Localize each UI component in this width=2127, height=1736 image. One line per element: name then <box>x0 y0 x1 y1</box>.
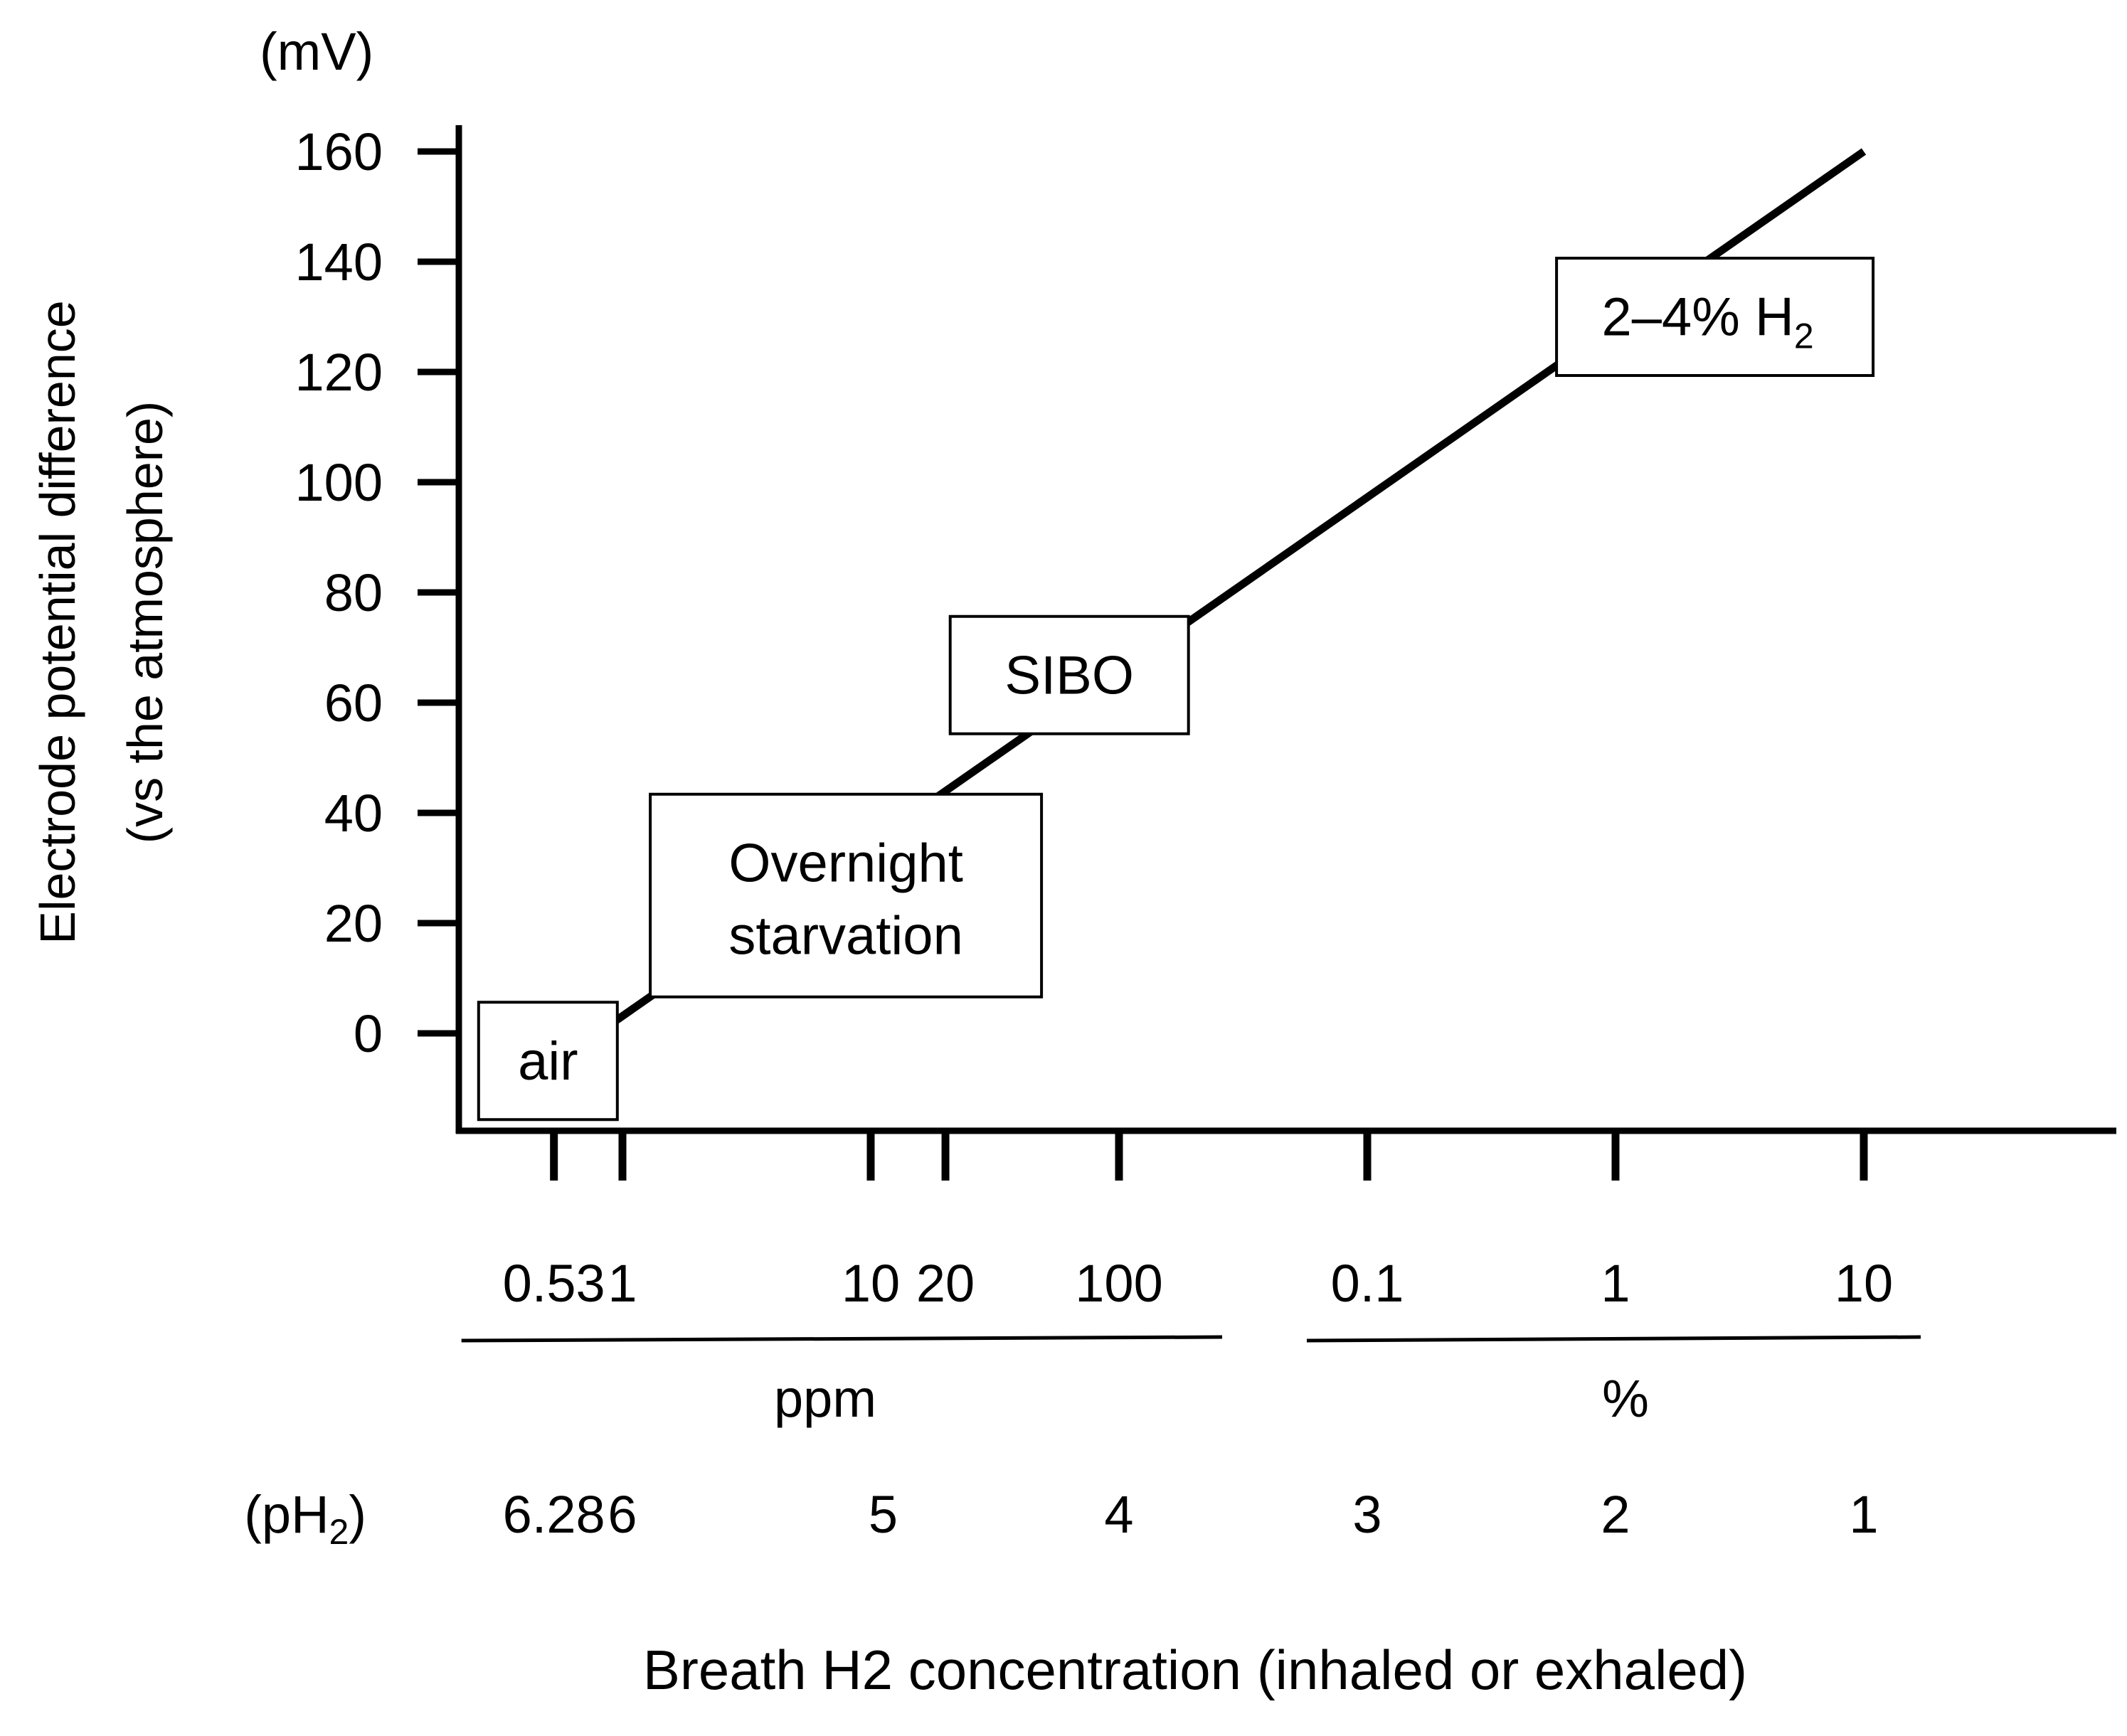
ph2-value: 4 <box>1104 1485 1133 1544</box>
y-tick-label: 80 <box>324 563 383 622</box>
x-axis-title: Breath H2 concentration (inhaled or exha… <box>643 1639 1747 1701</box>
ph2-value: 3 <box>1352 1485 1381 1544</box>
annotation-box: Overnight starvation <box>649 792 1044 999</box>
ph2-value: 6 <box>608 1485 637 1544</box>
x-axis: 0.53 1 10 20 100 0.1 1 10 <box>456 1127 2116 1313</box>
annotation-box: 2–4% H2 <box>1555 257 1875 377</box>
ph2-value: 5 <box>869 1485 898 1544</box>
x-tick-label: 10 <box>842 1254 900 1313</box>
y-tick-label: 120 <box>295 343 383 402</box>
y-axis-title-line2: (vs the atmosphere) <box>117 401 173 843</box>
unit-group-line <box>461 1335 1223 1343</box>
annotations: air Overnight starvation SIBO 2–4% H2 <box>477 257 1875 1122</box>
unit-group-label: % <box>1602 1369 1649 1428</box>
y-tick-label: 20 <box>324 894 383 953</box>
y-tick-label: 0 <box>354 1004 383 1063</box>
x-tick-label: 100 <box>1075 1254 1162 1313</box>
annotation-label: starvation <box>728 905 963 966</box>
unit-group-line <box>1306 1335 1921 1343</box>
y-axis-title-line1: Electrode potential difference <box>30 300 85 944</box>
x-tick-label: 10 <box>1835 1254 1893 1313</box>
y-tick-label: 100 <box>295 453 383 512</box>
x-tick-label: 20 <box>916 1254 975 1313</box>
annotation-box: SIBO <box>948 614 1190 735</box>
annotation-label: 2–4% H2 <box>1601 287 1813 356</box>
x-tick-label: 0.53 <box>503 1254 605 1313</box>
y-unit-label: (mV) <box>260 22 373 81</box>
y-tick-label: 160 <box>295 122 383 181</box>
x-tick-label: 0.1 <box>1331 1254 1404 1313</box>
x-tick-label: 1 <box>608 1254 637 1313</box>
annotation-label: SIBO <box>1004 645 1134 705</box>
y-tick-label: 60 <box>324 673 383 733</box>
ph2-row-label: (pH2) <box>244 1485 366 1552</box>
annotation-label: air <box>518 1031 578 1092</box>
unit-group-label: ppm <box>774 1369 876 1428</box>
y-tick-label: 140 <box>295 233 383 292</box>
x-tick-label: 1 <box>1601 1254 1630 1313</box>
ph2-value: 6.28 <box>503 1485 605 1544</box>
y-tick-label: 40 <box>324 784 383 843</box>
ph2-value: 1 <box>1849 1485 1878 1544</box>
annotation-label: Overnight <box>728 833 963 893</box>
x-axis-secondary-rows: ppm % (pH2) 6.28 6 4 3 2 1 5 <box>244 1335 1921 1552</box>
annotation-box: air <box>477 1001 619 1122</box>
ph2-value: 2 <box>1601 1485 1630 1544</box>
y-axis: 0 20 40 60 80 100 120 140 160 <box>295 122 462 1134</box>
